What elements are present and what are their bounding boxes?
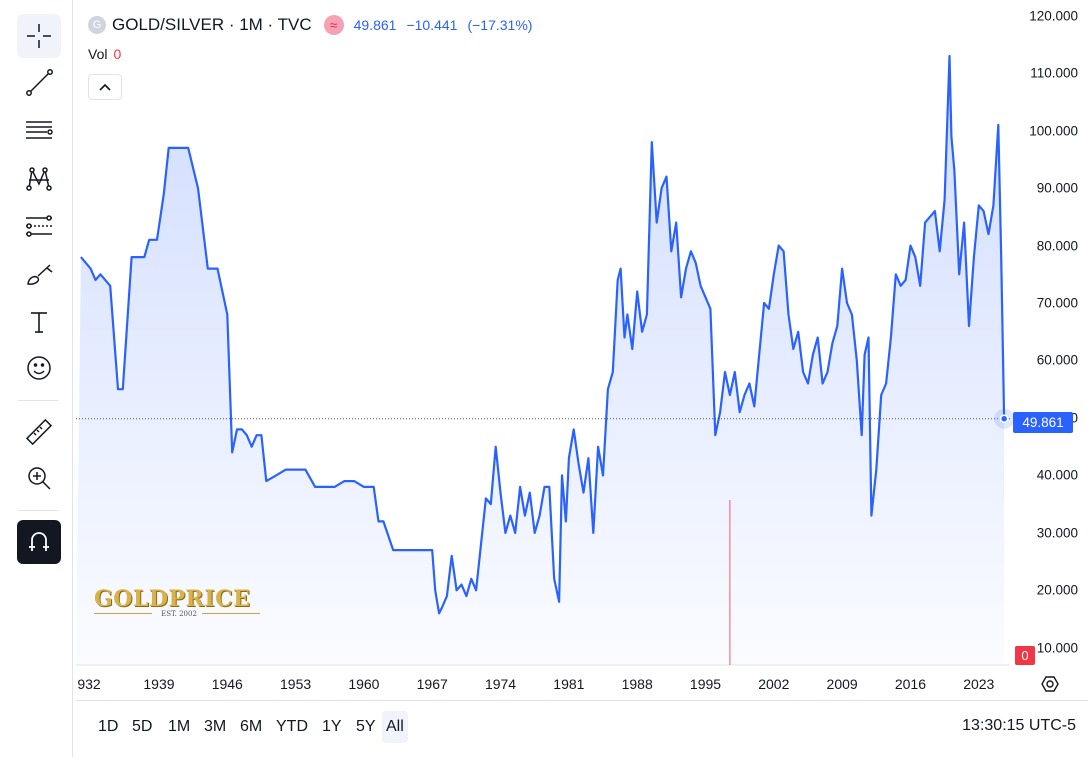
time-axis[interactable]: 932 1939 1946 1953 1960 1967 1974 1981 1988 1995 2…: [76, 670, 1016, 698]
volume-label: Vol: [88, 46, 108, 62]
ruler-icon[interactable]: [17, 410, 61, 454]
last-point: [999, 414, 1009, 423]
trend-line-icon[interactable]: [17, 60, 61, 104]
x-tick-label: 2009: [826, 676, 858, 692]
collapse-legend-button[interactable]: [88, 74, 122, 100]
watermark-tagline: EST. 2002: [161, 610, 197, 618]
x-tick-label: 1946: [211, 676, 243, 692]
y-tick-label: 10.000: [1036, 640, 1078, 656]
timeframe-ytd-button[interactable]: YTD: [276, 718, 308, 735]
y-tick-label: 70.000: [1036, 295, 1078, 311]
volume-tag: 0: [1015, 646, 1035, 665]
y-tick-label: 30.000: [1036, 525, 1078, 541]
indicator-icon[interactable]: ≈: [323, 15, 344, 35]
x-tick-label: 2016: [894, 676, 927, 692]
x-tick-label: 1981: [553, 676, 585, 692]
x-tick-label: 1953: [280, 676, 312, 692]
timeframe-5d-button[interactable]: 5D: [132, 718, 153, 735]
x-tick-label: 2002: [758, 676, 790, 692]
y-tick-label: 80.000: [1036, 238, 1078, 254]
symbol-title[interactable]: GOLD/SILVER · 1M · TVC: [112, 15, 312, 34]
timeframe-1d-button[interactable]: 1D: [98, 718, 119, 735]
prediction-icon[interactable]: [17, 204, 61, 248]
symbol-logo: G: [88, 16, 106, 34]
settings-icon[interactable]: [1039, 673, 1061, 695]
last-price: 49.861: [353, 17, 397, 33]
x-tick-label: 1995: [689, 676, 722, 692]
last-price-tag: 49.861: [1013, 412, 1073, 433]
timeframe-6m-button[interactable]: 6M: [240, 718, 263, 735]
zoom-in-icon[interactable]: [17, 456, 61, 500]
emoji-icon[interactable]: [17, 346, 61, 390]
clock[interactable]: 13:30:15 UTC-5: [962, 717, 1076, 734]
price-change: −10.441: [406, 17, 458, 33]
x-tick-label: 1974: [484, 676, 517, 692]
goldprice-watermark: GOLDPRICE EST. 2002: [94, 586, 264, 622]
timeframe-5y-button[interactable]: 5Y: [356, 718, 376, 735]
crosshair-icon[interactable]: [17, 14, 61, 58]
timeframe-1y-button[interactable]: 1Y: [322, 718, 342, 735]
x-tick-label: 1939: [143, 676, 175, 692]
timeframe-1m-button[interactable]: 1M: [168, 718, 191, 735]
y-tick-label: 20.000: [1036, 582, 1078, 598]
y-tick-label: 110.000: [1030, 65, 1078, 81]
series-line: [80, 54, 1006, 615]
symbol-legend: G GOLD/SILVER · 1M · TVC ≈ 49.861 −10.44…: [88, 14, 532, 36]
bottom-toolbar: 13:30:15 UTC-5 1D 5D 1M 3M 6M YTD 1Y 5Y All: [76, 700, 1088, 751]
magnet-icon[interactable]: [17, 520, 61, 564]
x-tick-label: 1967: [416, 676, 448, 692]
drawing-toolbar: [0, 0, 73, 757]
x-tick-label: 1988: [621, 676, 653, 692]
y-tick-label: 100.000: [1029, 123, 1078, 139]
watermark-brand: GOLDPRICE: [94, 586, 251, 612]
volume-legend: Vol 0: [88, 46, 121, 62]
x-tick-label: 1960: [348, 676, 380, 692]
chevron-up-icon: [99, 83, 111, 91]
price-axis[interactable]: 120.000 110.000 100.000 90.000 80.000 70.000 6…: [1010, 0, 1092, 665]
x-tick-label: 932: [77, 676, 101, 692]
text-icon[interactable]: [17, 300, 61, 344]
timeframe-all-button[interactable]: All: [382, 711, 408, 743]
fib-icon[interactable]: [17, 108, 61, 152]
volume-value: 0: [113, 46, 122, 62]
y-tick-label: 40.000: [1036, 467, 1078, 483]
price-change-pct: (−17.31%): [467, 17, 533, 33]
timeframe-3m-button[interactable]: 3M: [204, 718, 227, 735]
y-tick-label: 120.000: [1029, 8, 1078, 24]
series-area: [76, 56, 1005, 665]
y-tick-label: 60.000: [1036, 352, 1078, 368]
brush-icon[interactable]: [17, 252, 61, 296]
x-tick-label: 2023: [963, 676, 995, 692]
y-tick-label: 90.000: [1036, 180, 1078, 196]
pattern-icon[interactable]: [17, 156, 61, 200]
